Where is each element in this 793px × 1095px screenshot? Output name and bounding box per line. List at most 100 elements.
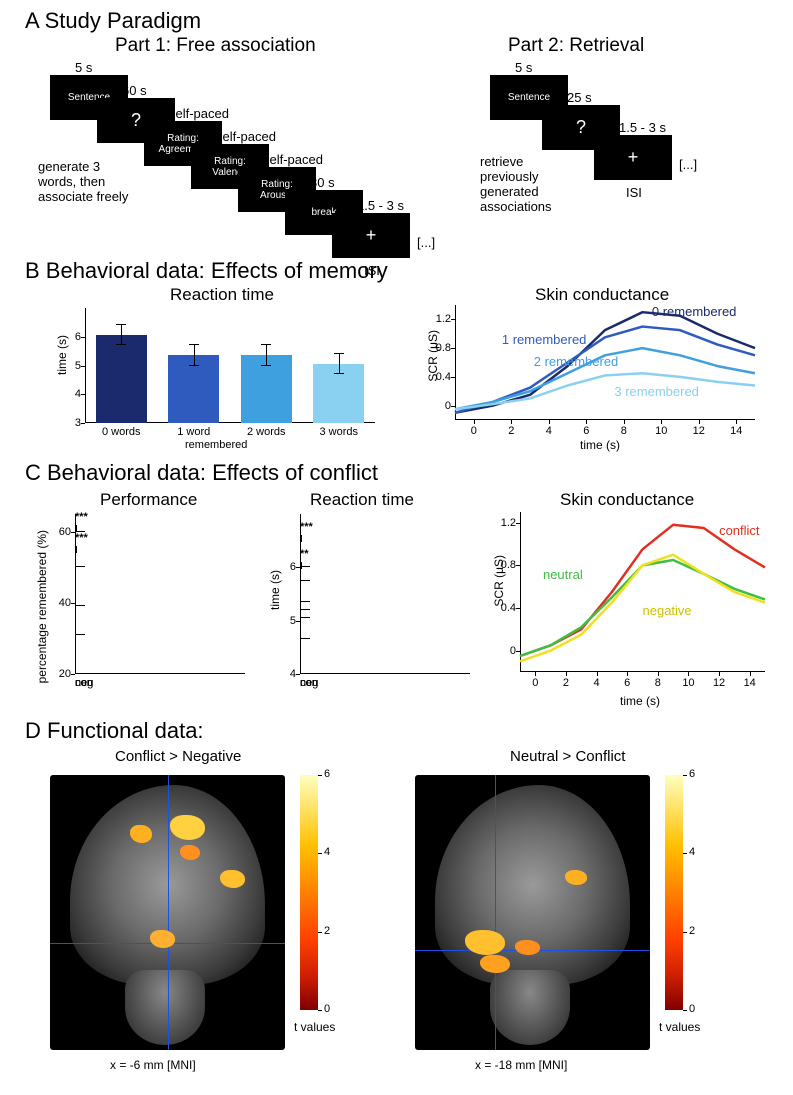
bar — [241, 355, 292, 423]
d-right-label: Neutral > Conflict — [510, 748, 625, 765]
sig-label: *** — [75, 511, 88, 523]
c-rt-ylabel: time (s) — [268, 570, 282, 610]
cbar-tick: 2 — [689, 925, 695, 937]
xtick: con — [300, 677, 318, 689]
b-scr-ylabel: SCR (μS) — [426, 330, 440, 382]
ytick: 1.2 — [490, 517, 516, 529]
xtick: 2 words — [236, 426, 297, 438]
d-left-label: Conflict > Negative — [115, 748, 241, 765]
xtick: 10 — [653, 425, 669, 437]
line-label: neutral — [543, 567, 583, 582]
b-scr-xlabel: time (s) — [580, 438, 620, 452]
isi-label: ISI — [364, 263, 380, 278]
isi-label: ISI — [626, 185, 642, 200]
xtick: 12 — [691, 425, 707, 437]
sig-label: *** — [300, 521, 313, 533]
cbar-tick: 6 — [324, 768, 330, 780]
timing-label: 25 s — [567, 90, 592, 105]
dots-label: [...] — [679, 157, 697, 172]
line-label: 0 remembered — [652, 304, 737, 319]
c-scr-ylabel: SCR (μS) — [492, 555, 506, 607]
ytick: 1.2 — [425, 313, 451, 325]
xtick: 14 — [742, 677, 758, 689]
part1-label: Part 1: Free association — [115, 35, 316, 57]
colorbar-right — [665, 775, 683, 1010]
xtick: 6 — [619, 677, 635, 689]
ytick: 0 — [490, 645, 516, 657]
timing-label: 5 s — [75, 60, 92, 75]
c-perf-chart: 204060neunegcon****** — [75, 514, 245, 674]
c-perf-title: Performance — [100, 490, 197, 510]
ytick: 4 — [61, 388, 81, 400]
ytick: 5 — [276, 615, 296, 627]
ytick: 0 — [425, 400, 451, 412]
b-scr-chart: 00.40.81.2024681012140 remembered1 remem… — [455, 305, 755, 420]
line-label: 3 remembered — [614, 384, 699, 399]
cbar-right-label: t values — [659, 1020, 700, 1034]
cbar-tick: 4 — [689, 846, 695, 858]
colorbar-left — [300, 775, 318, 1010]
cbar-tick: 0 — [689, 1003, 695, 1015]
line-label: negative — [643, 603, 692, 618]
xtick: 12 — [711, 677, 727, 689]
xtick: 14 — [728, 425, 744, 437]
screen: + — [594, 135, 672, 180]
c-scr-xlabel: time (s) — [620, 694, 660, 708]
xtick: 0 — [527, 677, 543, 689]
c-rt-chart: 456neunegcon***** — [300, 514, 470, 674]
timing-label: 30 s — [310, 175, 335, 190]
brain-left — [50, 775, 285, 1050]
xtick: 0 — [466, 425, 482, 437]
c-perf-ylabel: percentage remembered (%) — [35, 530, 49, 683]
bar — [96, 335, 147, 423]
part2-label: Part 2: Retrieval — [508, 35, 644, 57]
part2-caption: retrieve previously generated associatio… — [480, 155, 580, 215]
xtick: 6 — [578, 425, 594, 437]
xtick: 1 word — [163, 426, 224, 438]
timing-label: 1.5 - 3 s — [619, 120, 666, 135]
timing-label: 1.5 - 3 s — [357, 198, 404, 213]
xtick: 8 — [650, 677, 666, 689]
timing-label: 5 s — [515, 60, 532, 75]
xsublabel: remembered — [185, 439, 247, 451]
line-label: 2 remembered — [534, 354, 619, 369]
cbar-tick: 2 — [324, 925, 330, 937]
panel-b-title: B Behavioral data: Effects of memory — [25, 258, 388, 284]
xtick: 2 — [503, 425, 519, 437]
ytick: 4 — [276, 668, 296, 680]
panel-a-title: A Study Paradigm — [25, 8, 201, 34]
c-scr-title: Skin conductance — [560, 490, 694, 510]
panel-d-title: D Functional data: — [25, 718, 204, 744]
panel-c-title: C Behavioral data: Effects of conflict — [25, 460, 378, 486]
cbar-tick: 4 — [324, 846, 330, 858]
xtick: 10 — [680, 677, 696, 689]
dots-label: [...] — [417, 235, 435, 250]
xtick: 8 — [616, 425, 632, 437]
cbar-tick: 6 — [689, 768, 695, 780]
b-rt-chart: 34560 words1 word2 words3 wordsremembere… — [85, 308, 375, 423]
xtick: 0 words — [91, 426, 152, 438]
line-label: conflict — [719, 523, 759, 538]
timing-label: 60 s — [122, 83, 147, 98]
xtick: 4 — [589, 677, 605, 689]
c-scr-chart: 00.40.81.202468101214conflictneutralnega… — [520, 512, 765, 672]
sig-label: *** — [75, 532, 88, 544]
xtick: 2 — [558, 677, 574, 689]
part1-caption: generate 3 words, then associate freely — [38, 160, 138, 205]
b-scr-title: Skin conductance — [535, 285, 669, 305]
b-rt-ylabel: time (s) — [55, 335, 69, 375]
ytick: 40 — [51, 597, 71, 609]
line-label: 1 remembered — [502, 332, 587, 347]
b-rt-title: Reaction time — [170, 285, 274, 305]
timing-label: self-paced — [216, 129, 276, 144]
xtick: 3 words — [308, 426, 369, 438]
ytick: 60 — [51, 526, 71, 538]
xtick: con — [75, 677, 93, 689]
bar — [168, 355, 219, 423]
sig-label: ** — [300, 548, 309, 560]
xtick: 4 — [541, 425, 557, 437]
ytick: 20 — [51, 668, 71, 680]
timing-label: self-paced — [169, 106, 229, 121]
brain-right — [415, 775, 650, 1050]
d-left-coord: x = -6 mm [MNI] — [110, 1058, 196, 1072]
